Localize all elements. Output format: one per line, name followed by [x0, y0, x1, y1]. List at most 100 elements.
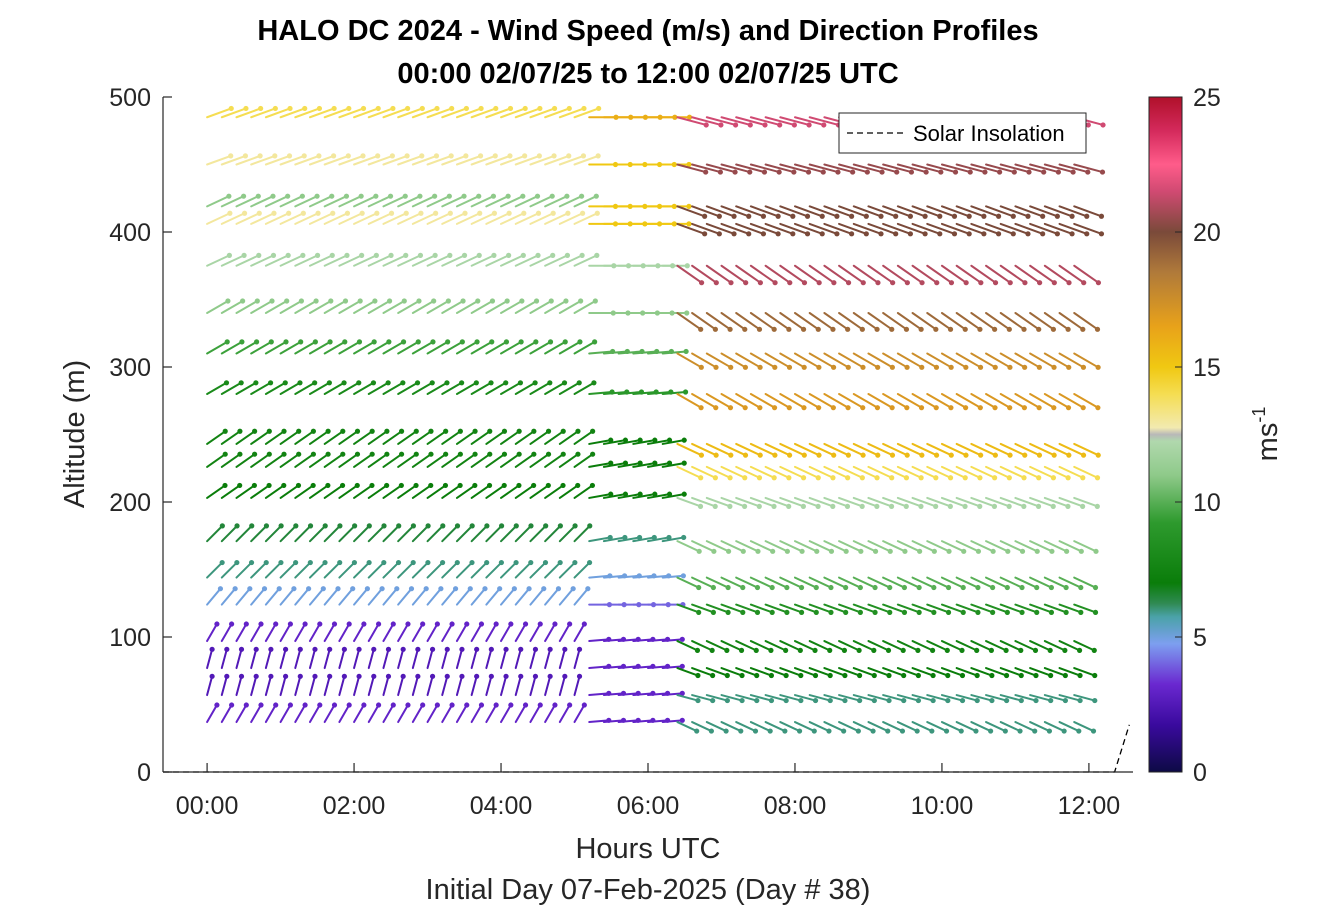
wind-barb-head	[863, 213, 869, 219]
wind-barb-shaft	[779, 540, 804, 553]
wind-barb	[1073, 667, 1098, 679]
wind-barb-shaft	[970, 496, 996, 508]
wind-barb	[529, 702, 543, 724]
wind-barb	[250, 380, 274, 395]
wind-barb-shaft	[220, 212, 246, 225]
wind-barb-head	[948, 452, 954, 458]
wind-barb-shaft	[397, 154, 423, 166]
wind-barb	[235, 559, 255, 579]
wind-barb-head	[552, 702, 558, 708]
wind-barb-shaft	[264, 623, 277, 643]
wind-barb-shaft	[470, 195, 495, 208]
wind-barb-shaft	[382, 107, 409, 119]
wind-barb-head	[590, 428, 596, 434]
wind-barb-shaft	[544, 381, 566, 395]
wind-barb	[808, 721, 832, 734]
wind-barb-shaft	[926, 603, 950, 614]
wind-barb	[308, 252, 335, 267]
wind-barb-head	[440, 523, 446, 529]
wind-barb-shaft	[588, 390, 614, 395]
wind-barb	[279, 673, 289, 697]
wind-barb-shaft	[720, 694, 744, 702]
wind-barb-shaft	[353, 623, 365, 643]
wind-barb-shaft	[367, 484, 388, 499]
wind-barb-head	[931, 548, 937, 554]
wind-barb	[397, 586, 415, 606]
wind-barb-head	[945, 609, 952, 615]
wind-barb-shaft	[1043, 393, 1070, 409]
wind-barb-shaft	[397, 340, 420, 355]
wind-barb	[367, 252, 394, 267]
wind-barb-shaft	[279, 704, 292, 724]
wind-barb-shaft	[867, 694, 891, 702]
wind-barb-head	[815, 475, 821, 481]
wind-barb-shaft	[808, 496, 834, 508]
wind-barb	[455, 451, 478, 468]
wind-barb-head	[1076, 647, 1083, 654]
wind-barb	[573, 153, 601, 166]
wind-barb-shaft	[970, 222, 1000, 235]
wind-barb	[397, 646, 406, 670]
wind-barb-shaft	[940, 312, 967, 331]
wind-barb	[764, 694, 789, 704]
wind-barb	[250, 482, 272, 499]
wind-barb	[896, 352, 925, 370]
wind-barb	[382, 153, 410, 166]
wind-barb-shaft	[367, 453, 388, 468]
wind-barb-head	[330, 210, 336, 216]
wind-barb	[470, 380, 494, 395]
wind-barb	[691, 667, 716, 679]
wind-barb-shaft	[441, 561, 459, 579]
wind-barb	[749, 721, 773, 734]
wind-barb-shaft	[308, 484, 329, 499]
wind-barb	[514, 339, 539, 355]
wind-barb-shaft	[529, 154, 556, 166]
wind-barb-head	[497, 586, 503, 592]
wind-barb-shaft	[294, 154, 320, 166]
wind-barb	[529, 673, 539, 697]
wind-barb-shaft	[455, 453, 477, 468]
wind-barb	[411, 621, 426, 643]
wind-barb	[926, 667, 951, 679]
wind-barb	[441, 586, 459, 606]
wind-barb-head	[871, 647, 877, 654]
wind-barb	[514, 482, 537, 499]
wind-barb-head	[396, 523, 402, 529]
wind-barb-head	[946, 548, 952, 554]
wind-barb	[588, 460, 614, 468]
wind-barb	[206, 105, 234, 119]
wind-barb-shaft	[705, 640, 728, 652]
wind-barb	[338, 673, 347, 697]
wind-barb-head	[484, 523, 490, 529]
wind-barb-head	[727, 405, 734, 411]
wind-barb	[779, 312, 807, 332]
wind-barb-shaft	[470, 212, 496, 225]
wind-barb-head	[870, 728, 876, 734]
wind-barb	[206, 210, 233, 225]
wind-barb	[1014, 222, 1046, 237]
wind-barb-shaft	[985, 442, 1012, 457]
wind-barb	[808, 540, 835, 554]
wind-barb-shaft	[485, 623, 498, 643]
wind-barb-shaft	[647, 574, 670, 579]
wind-barb-head	[459, 673, 465, 679]
wind-barb-shaft	[544, 340, 567, 355]
wind-barb-shaft	[661, 574, 685, 579]
wind-barb-head	[760, 213, 767, 219]
wind-barb-head	[784, 548, 790, 554]
wind-barb-shaft	[353, 648, 361, 670]
wind-barb-shaft	[999, 667, 1023, 677]
wind-barb	[323, 673, 333, 697]
wind-barb-head	[228, 105, 234, 112]
wind-barb	[896, 496, 924, 509]
wind-barb-head	[576, 646, 583, 652]
wind-barb-head	[579, 252, 585, 258]
wind-barb-shaft	[647, 536, 670, 543]
wind-barb-shaft	[264, 675, 272, 697]
wind-barb-shaft	[955, 264, 982, 284]
wind-barb	[397, 523, 417, 543]
wind-barb-head	[1098, 231, 1105, 237]
wind-barb-head	[429, 646, 436, 652]
wind-barb-shaft	[1058, 205, 1088, 218]
wind-barb	[1058, 576, 1084, 591]
